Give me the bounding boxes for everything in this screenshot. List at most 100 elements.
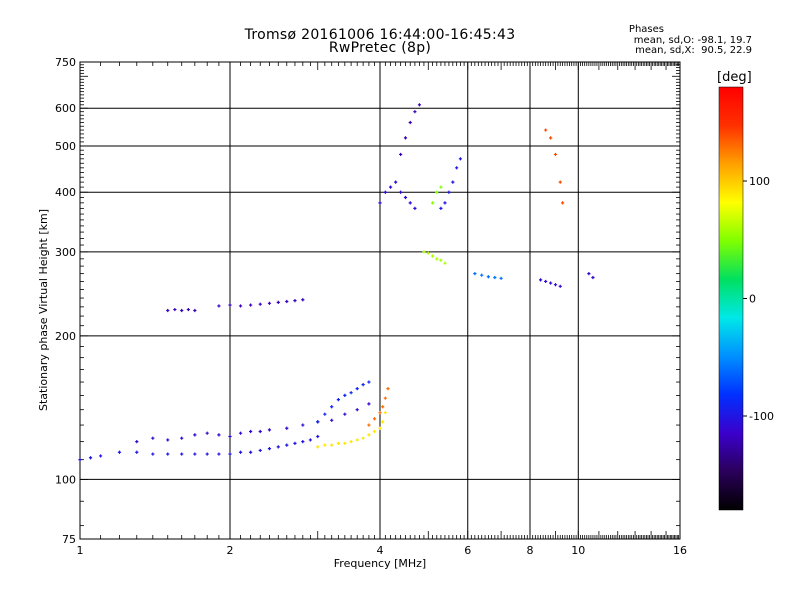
- echo-point: [587, 272, 591, 276]
- echo-point: [166, 452, 170, 456]
- x-tick-label: 1: [77, 544, 84, 557]
- x-tick-label: 4: [377, 544, 384, 557]
- y-tick-label: 75: [62, 533, 76, 546]
- echo-point: [455, 166, 459, 170]
- echo-point: [443, 261, 447, 265]
- colorbar-tick-label: 0: [749, 293, 756, 306]
- echo-point: [399, 190, 403, 194]
- echo-point: [193, 308, 197, 313]
- echo-point: [249, 450, 253, 454]
- echo-point: [367, 433, 371, 437]
- echo-point: [394, 180, 398, 184]
- echo-point: [549, 281, 553, 285]
- echo-point: [330, 418, 334, 422]
- echo-point: [135, 450, 139, 454]
- chart-subtitle: RwPretec (8p): [328, 40, 432, 56]
- echo-point: [388, 185, 393, 189]
- echo-point: [285, 426, 289, 430]
- echo-point: [276, 300, 280, 305]
- echo-point: [499, 276, 503, 280]
- y-tick-label: 500: [55, 140, 76, 153]
- echo-point: [355, 387, 359, 391]
- echo-point: [349, 440, 353, 444]
- echo-point: [544, 128, 548, 132]
- echo-point: [228, 303, 232, 307]
- echo-point: [205, 431, 209, 435]
- echo-point: [180, 308, 184, 313]
- echo-point: [386, 387, 390, 391]
- echo-point: [426, 251, 430, 255]
- echo-point: [301, 298, 305, 302]
- echo-point: [285, 299, 289, 304]
- echo-point: [408, 201, 412, 205]
- echo-point: [399, 152, 403, 157]
- echo-point: [193, 452, 197, 456]
- echo-point: [330, 405, 334, 409]
- echo-point: [383, 411, 387, 415]
- echo-point: [323, 443, 327, 447]
- echo-point: [413, 206, 417, 210]
- echo-point: [228, 452, 232, 456]
- echo-point: [435, 190, 439, 194]
- echo-point: [267, 301, 272, 305]
- echo-point: [343, 393, 347, 398]
- echo-point: [151, 452, 155, 456]
- echo-point: [180, 452, 184, 456]
- echo-point: [378, 201, 382, 205]
- colorbar-label: [deg]: [717, 70, 752, 85]
- echo-point: [330, 443, 334, 447]
- echo-point: [383, 396, 387, 400]
- echo-point: [323, 412, 327, 416]
- echo-point: [217, 304, 221, 308]
- echo-point: [367, 423, 371, 427]
- x-tick-label: 10: [571, 544, 585, 557]
- echo-point: [316, 420, 320, 424]
- echo-point: [413, 110, 417, 114]
- echo-point: [258, 302, 262, 306]
- echo-point: [403, 136, 408, 140]
- echo-point: [355, 408, 359, 412]
- echo-point: [258, 448, 262, 453]
- echo-point: [336, 397, 340, 402]
- echo-point: [355, 438, 359, 442]
- echo-point: [180, 436, 184, 440]
- echo-point: [343, 412, 347, 416]
- echo-point: [372, 417, 377, 421]
- echo-point: [486, 275, 490, 279]
- echo-point: [451, 180, 455, 184]
- echo-point: [422, 250, 426, 254]
- echo-point: [361, 383, 365, 387]
- echo-point: [378, 411, 382, 415]
- echo-point: [267, 447, 272, 451]
- echo-point: [186, 307, 190, 312]
- echo-point: [205, 452, 209, 456]
- x-tick-label: 6: [464, 544, 471, 557]
- y-tick-label: 750: [55, 56, 76, 69]
- stats-x: mean, sd,X: 90.5, 22.9: [635, 45, 752, 56]
- echo-point: [447, 190, 451, 194]
- echo-point: [458, 157, 463, 161]
- x-tick-label: 2: [227, 544, 234, 557]
- echo-point: [403, 195, 408, 200]
- echo-point: [372, 429, 377, 434]
- echo-point: [173, 307, 177, 312]
- echo-point: [493, 275, 497, 280]
- echo-point: [430, 201, 435, 205]
- echo-point: [117, 450, 122, 454]
- echo-point: [439, 258, 443, 262]
- echo-point: [293, 441, 297, 445]
- echo-point: [301, 440, 305, 444]
- echo-point: [135, 440, 139, 444]
- echo-point: [439, 206, 443, 210]
- echo-point: [553, 283, 558, 287]
- y-tick-label: 600: [55, 102, 76, 115]
- x-axis-label: Frequency [MHz]: [333, 557, 427, 570]
- echo-point: [553, 152, 558, 157]
- echo-point: [349, 391, 353, 395]
- echo-point: [443, 201, 447, 205]
- echo-point: [558, 284, 562, 288]
- y-tick-label: 400: [55, 186, 76, 199]
- echo-point: [343, 441, 347, 445]
- echo-point: [285, 443, 289, 447]
